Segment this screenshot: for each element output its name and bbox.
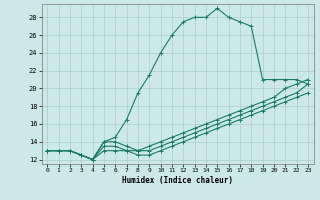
X-axis label: Humidex (Indice chaleur): Humidex (Indice chaleur) <box>122 176 233 185</box>
